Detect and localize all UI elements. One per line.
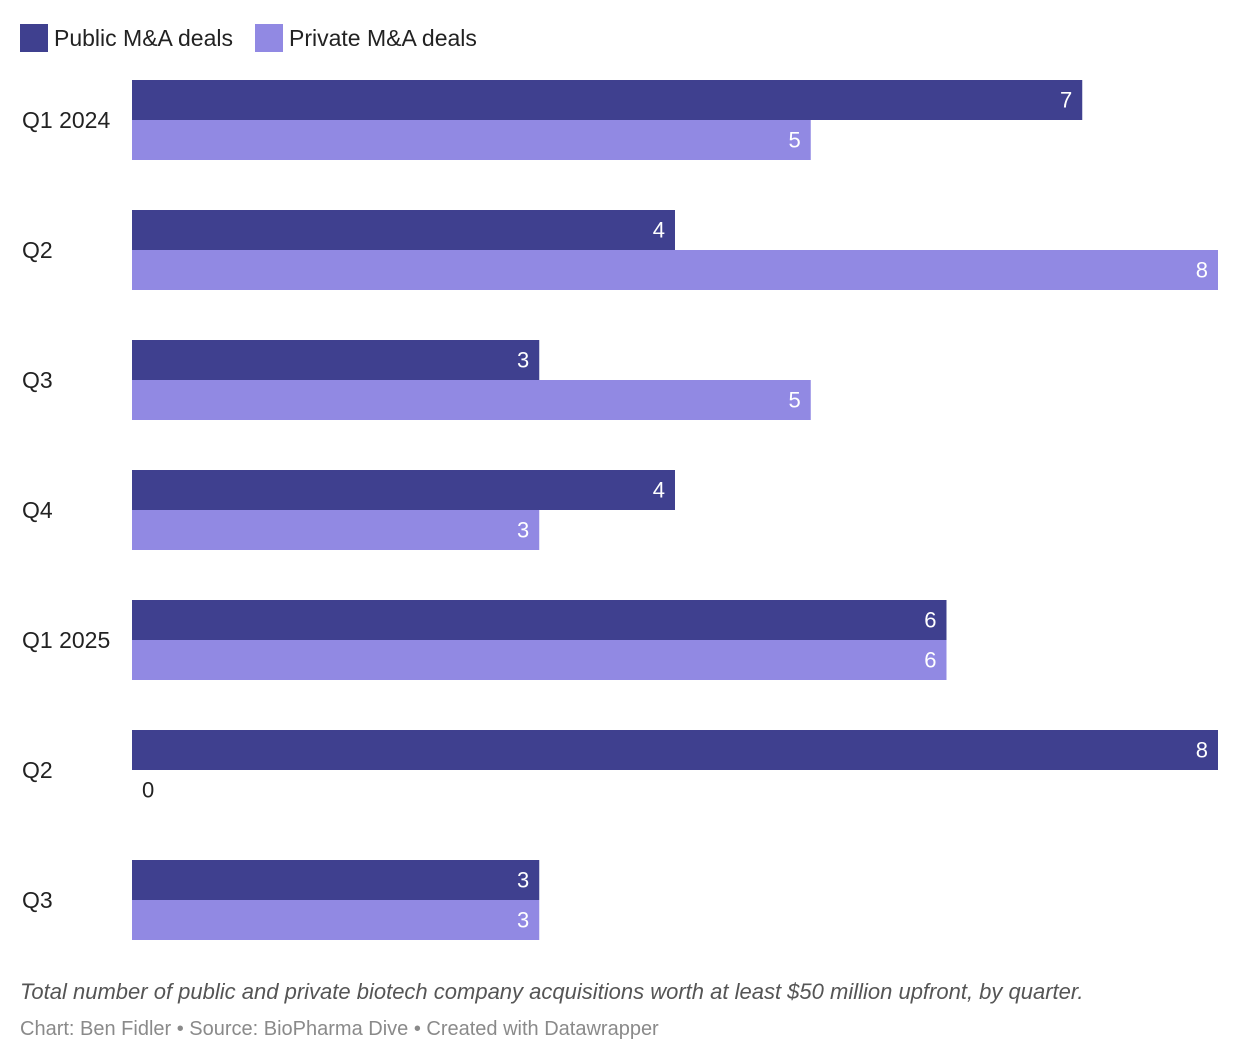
category-label: Q2 bbox=[22, 237, 53, 263]
category-label: Q4 bbox=[22, 497, 53, 523]
bar-value-label: 0 bbox=[142, 778, 154, 803]
legend-label-private: Private M&A deals bbox=[288, 24, 477, 51]
bar-public bbox=[132, 470, 675, 510]
bar-public bbox=[132, 730, 1218, 770]
bar-value-label: 3 bbox=[517, 908, 529, 933]
bar-value-label: 6 bbox=[924, 648, 936, 673]
category-label: Q1 2025 bbox=[22, 627, 110, 653]
bar-private bbox=[132, 250, 1218, 290]
bar-private bbox=[132, 900, 540, 940]
bar-public bbox=[132, 80, 1083, 120]
bar-value-label: 3 bbox=[517, 868, 529, 893]
legend-label-public: Public M&A deals bbox=[54, 24, 233, 51]
bar-value-label: 6 bbox=[924, 608, 936, 633]
bar-value-label: 8 bbox=[1196, 738, 1208, 763]
bar-private bbox=[132, 510, 540, 550]
legend-swatch-public bbox=[20, 24, 48, 52]
bar-public bbox=[132, 600, 947, 640]
legend-swatch-private bbox=[254, 24, 283, 52]
bar-public bbox=[132, 860, 540, 900]
category-label: Q2 bbox=[22, 757, 53, 783]
bar-private bbox=[132, 120, 811, 160]
chart-legend: Public M&A deals Private M&A deals bbox=[20, 24, 499, 52]
bar-value-label: 4 bbox=[653, 478, 665, 503]
bar-value-label: 3 bbox=[517, 518, 529, 543]
bar-chart: Q1 2024 7 5 Q2 4 8 Q3 3 5 Q4 4 3 Q1 2025 6 6 Q2 8 0 Q3 3 3 bbox=[22, 80, 1218, 940]
category-label: Q1 2024 bbox=[22, 107, 110, 133]
chart-footer: Chart: Ben Fidler • Source: BioPharma Di… bbox=[20, 1018, 659, 1040]
bar-value-label: 5 bbox=[789, 128, 801, 153]
bar-private bbox=[132, 640, 947, 680]
category-label: Q3 bbox=[22, 367, 53, 393]
bar-value-label: 8 bbox=[1196, 258, 1208, 283]
legend-item-public: Public M&A deals bbox=[20, 24, 233, 52]
bar-public bbox=[132, 340, 540, 380]
bar-value-label: 4 bbox=[653, 218, 665, 243]
bar-value-label: 3 bbox=[517, 348, 529, 373]
category-label: Q3 bbox=[22, 887, 53, 913]
chart-notes: Total number of public and private biote… bbox=[20, 979, 1084, 1004]
bar-public bbox=[132, 210, 675, 250]
bar-value-label: 5 bbox=[789, 388, 801, 413]
bar-value-label: 7 bbox=[1060, 88, 1072, 113]
legend-item-private: Private M&A deals bbox=[254, 24, 477, 52]
bar-private bbox=[132, 380, 811, 420]
